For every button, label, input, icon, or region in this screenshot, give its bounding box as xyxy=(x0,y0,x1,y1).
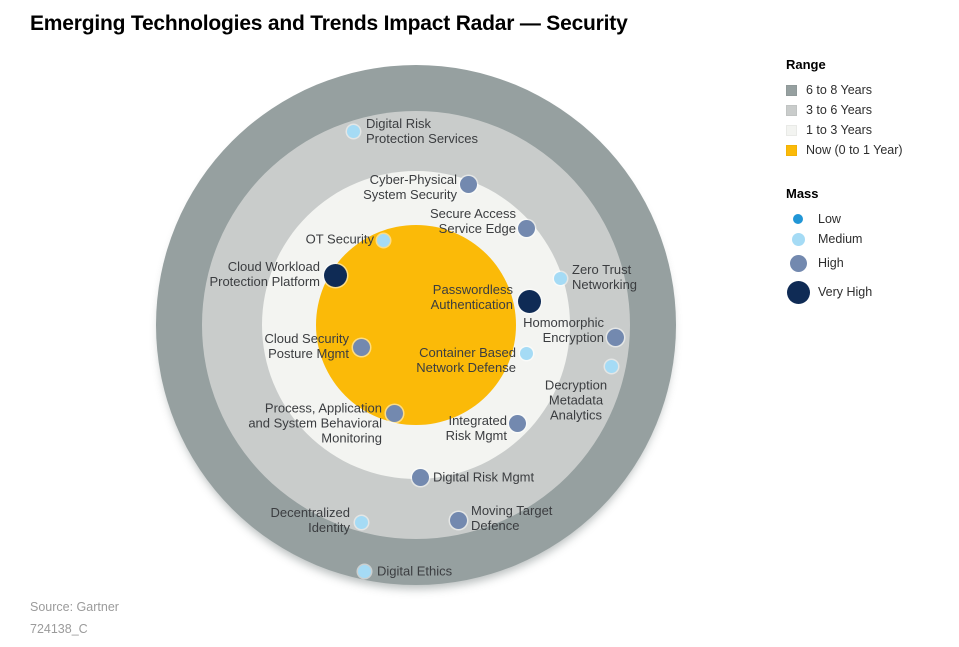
mass-dot-icon xyxy=(791,232,805,246)
source-text: Source: Gartner xyxy=(30,600,119,614)
radar-label-cyber-physical-system-security: Cyber-Physical System Security xyxy=(363,172,457,202)
radar-dot-passwordless-authentication xyxy=(517,289,541,313)
legend-mass-item-label: Very High xyxy=(818,285,873,299)
legend-mass-item-medium: Medium xyxy=(786,228,958,250)
radar-label-container-based-network-defense: Container Based Network Defense xyxy=(416,345,516,375)
radar-dot-cloud-workload-protection-platform xyxy=(323,263,347,287)
source-note: Source: Gartner 724138_C xyxy=(30,596,119,640)
legend-range-item-label: Now (0 to 1 Year) xyxy=(806,143,903,157)
radar-dot-ot-security xyxy=(376,233,390,247)
legend-range-item-now-0-to-1-year: Now (0 to 1 Year) xyxy=(786,140,958,160)
legend-range-item-label: 6 to 8 Years xyxy=(806,83,873,97)
radar-dot-cloud-security-posture-mgmt xyxy=(352,338,370,356)
radar-dot-digital-ethics xyxy=(357,564,371,578)
legend-range-item-3-to-6-years: 3 to 6 Years xyxy=(786,100,958,120)
legend-mass-items: Low Medium High Very High xyxy=(786,209,958,308)
legend-range: Range 6 to 8 Years 3 to 6 Years 1 to 3 Yea… xyxy=(786,57,958,160)
radar-label-process-application-and-system-behavioral-monitoring: Process, Application and System Behavior… xyxy=(248,400,382,446)
legend-mass-item-label: Medium xyxy=(818,232,863,246)
radar-label-moving-target-defence: Moving Target Defence xyxy=(471,503,553,533)
radar-dot-decryption-metadata-analytics xyxy=(604,359,618,373)
legend-range-item-label: 3 to 6 Years xyxy=(806,103,873,117)
legend-range-item-1-to-3-years: 1 to 3 Years xyxy=(786,120,958,140)
legend-mass-item-very-high: Very High xyxy=(786,276,958,308)
radar-label-digital-risk-protection-services: Digital Risk Protection Services xyxy=(366,116,478,146)
radar-label-decentralized-identity: Decentralized Identity xyxy=(270,505,351,535)
radar-dot-digital-risk-mgmt xyxy=(411,468,429,486)
legend-range-title: Range xyxy=(786,57,826,72)
radar-label-zero-trust-networking: Zero Trust Networking xyxy=(572,262,638,292)
page-title: Emerging Technologies and Trends Impact … xyxy=(30,12,628,35)
radar-label-digital-risk-mgmt: Digital Risk Mgmt xyxy=(433,469,535,485)
radar-dot-cyber-physical-system-security xyxy=(459,175,477,193)
radar-label-decryption-metadata-analytics: Decryption Metadata Analytics xyxy=(544,377,608,423)
legend-range-item-6-to-8-years: 6 to 8 Years xyxy=(786,80,958,100)
document-id-text: 724138_C xyxy=(30,622,88,636)
radar-dot-zero-trust-networking xyxy=(553,271,567,285)
radar-dot-integrated-risk-mgmt xyxy=(508,414,526,432)
radar-label-digital-ethics: Digital Ethics xyxy=(377,563,453,579)
legend-mass-item-high: High xyxy=(786,250,958,276)
radar-dot-secure-access-service-edge xyxy=(517,219,535,237)
radar-label-integrated-risk-mgmt: Integrated Risk Mgmt xyxy=(445,413,507,443)
radar-label-secure-access-service-edge: Secure Access Service Edge xyxy=(430,206,516,236)
legend-mass-title: Mass xyxy=(786,186,819,201)
radar-label-ot-security: OT Security xyxy=(305,231,374,247)
legend-mass-item-label: Low xyxy=(818,211,841,226)
range-swatch-icon xyxy=(786,84,797,96)
range-swatch-icon xyxy=(786,124,797,136)
mass-dot-icon xyxy=(793,213,803,224)
radar-dot-homomorphic-encryption xyxy=(606,328,624,346)
radar-dot-container-based-network-defense xyxy=(519,346,533,360)
legend-range-item-label: 1 to 3 Years xyxy=(806,123,873,137)
radar-label-cloud-workload-protection-platform: Cloud Workload Protection Platform xyxy=(209,259,320,289)
radar-label-cloud-security-posture-mgmt: Cloud Security Posture Mgmt xyxy=(264,331,349,361)
legend-range-items: 6 to 8 Years 3 to 6 Years 1 to 3 Years Now … xyxy=(786,80,958,160)
range-swatch-icon xyxy=(786,144,797,156)
legend-mass: Mass Low Medium High Very High xyxy=(786,186,958,308)
radar-dot-moving-target-defence xyxy=(449,511,467,529)
legend-mass-item-low: Low xyxy=(786,209,958,228)
legend-mass-item-label: High xyxy=(818,256,844,270)
mass-dot-icon xyxy=(789,254,807,272)
mass-dot-icon xyxy=(786,280,810,304)
range-swatch-icon xyxy=(786,104,797,116)
radar-label-homomorphic-encryption: Homomorphic Encryption xyxy=(523,315,604,345)
ring-now-0-to-1-year xyxy=(316,225,516,425)
radar-dot-process-application-and-system-behavioral-monitoring xyxy=(385,404,403,422)
radar-dot-decentralized-identity xyxy=(354,515,368,529)
radar-label-passwordless-authentication: Passwordless Authentication xyxy=(430,282,513,312)
legend-panel: Range 6 to 8 Years 3 to 6 Years 1 to 3 Yea… xyxy=(786,57,958,308)
radar-dot-digital-risk-protection-services xyxy=(346,124,360,138)
